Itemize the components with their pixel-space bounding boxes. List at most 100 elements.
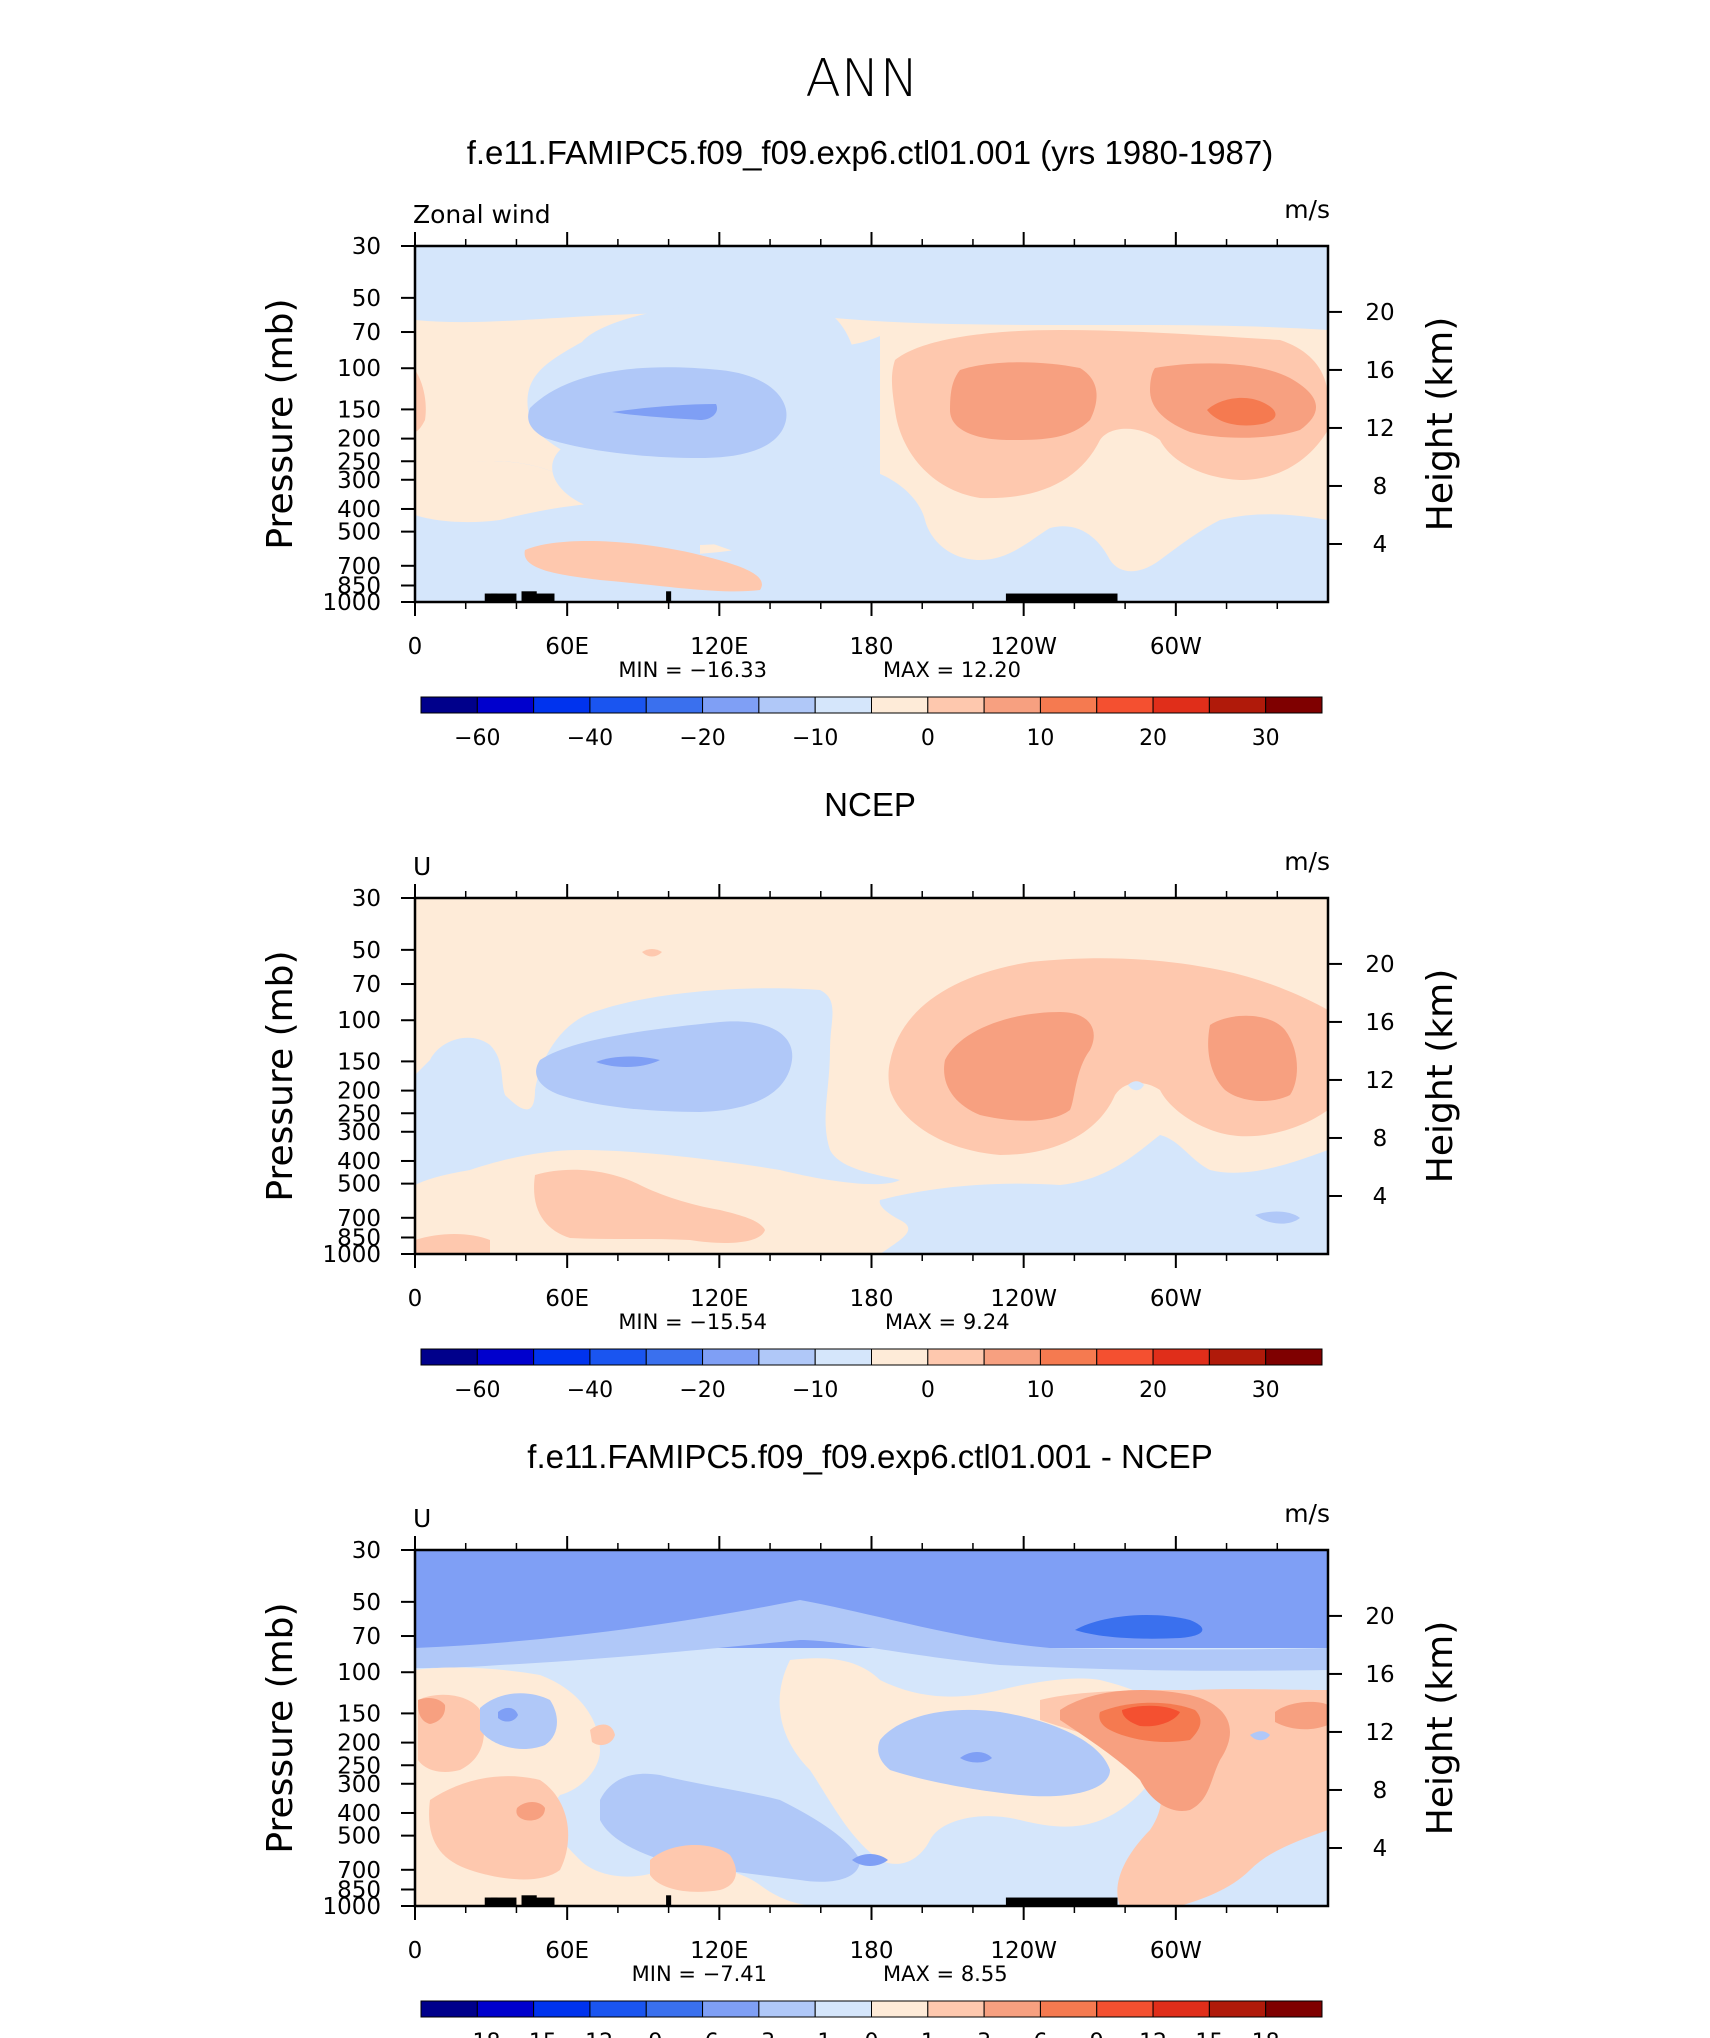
panel-3-contour-negative-1-band [415,1600,1328,1671]
y2-tick-label: 4 [1373,532,1388,558]
colorbar-swatch [871,1348,929,1366]
x-tick-label: 60W [1150,1938,1202,1964]
colorbar-label: 30 [1252,1378,1280,1403]
y-tick-label: 250 [337,1101,381,1127]
panel-2-colorbar: −60 −40 −20 −10 0 10 20 30 [420,1348,1323,1403]
y-tick-label: 300 [337,1772,381,1798]
panel-3-y2label: Height (km) [1420,1621,1461,1835]
panel-2-max-text: MAX = 9.24 [885,1310,1010,1334]
y2-tick-label: 16 [1365,1662,1394,1688]
colorbar-swatch [1208,1348,1267,1366]
y-tick-label: 700 [337,554,381,580]
colorbar-swatch [420,696,478,714]
panel-2-contour-positive-10-b [1208,1015,1297,1102]
y-tick-label: 150 [337,1049,381,1075]
y-tick-label: 70 [352,972,381,998]
y-tick-label: 250 [337,449,381,475]
y2-tick-label: 16 [1365,1010,1394,1036]
x-tick-label: 60E [545,1938,589,1964]
colorbar-swatch [476,1348,535,1366]
panel-2-contour-negative-15 [596,1056,660,1067]
panel-1-units-label: m/s [1284,195,1330,224]
y-tick-label: 700 [337,1858,381,1884]
panel-2-ylabel: Pressure (mb) [260,950,301,1201]
topography-block [666,1895,672,1906]
y-tick-label: 50 [352,1590,381,1616]
y-tick-label: 200 [337,1731,381,1757]
colorbar-swatch [476,2000,535,2018]
colorbar-label: 20 [1139,1378,1167,1403]
panel-2-contour-easterly-lower-right [879,1135,1328,1254]
panel-2-contour-negative-10 [536,1021,793,1112]
panel-2-contour-negative-10-lower-right [1255,1211,1300,1224]
panel-3-contour-positive-3-a [418,1697,446,1724]
y-tick-label: 250 [337,1753,381,1779]
topography-block [529,593,555,602]
colorbar-swatch [927,1348,985,1366]
y-tick-label: 300 [337,468,381,494]
y-tick-label: 850 [337,574,381,600]
panel-2-units-label: m/s [1284,847,1330,876]
colorbar-swatch [814,2000,872,2018]
x-tick-label: 0 [408,634,423,660]
colorbar-swatch [1039,1348,1098,1366]
x-tick-label: 0 [408,1938,423,1964]
y2-tick-label: 4 [1373,1836,1388,1862]
colorbar-swatch [589,696,647,714]
panel-1-min-text: MIN = −16.33 [618,658,767,682]
colorbar-swatch [645,1348,704,1366]
panel-2-contour-positive-5-stratosphere [642,949,662,957]
panel-2-contour-easterly-spot [1128,1081,1144,1091]
y2-tick-label: 8 [1373,474,1388,500]
panel-3-contour-negative-1-b [878,1709,1110,1797]
colorbar-label: 10 [1026,726,1054,751]
colorbar-label: −10 [792,1378,838,1403]
colorbar-swatch [1039,696,1098,714]
y2-tick-label: 12 [1365,1720,1394,1746]
colorbar-label: −20 [679,1378,725,1403]
panel-3-topography [484,1895,1118,1906]
colorbar-swatch [589,2000,647,2018]
x-tick-label: 120W [990,1938,1057,1964]
topography-block [1005,593,1118,602]
x-tick-label: 180 [850,1938,894,1964]
x-tick-label: 120E [690,634,748,660]
colorbar-label: −10 [792,726,838,751]
x-tick-label: 120E [690,1938,748,1964]
colorbar-swatch [589,1348,647,1366]
y-tick-label: 70 [352,320,381,346]
colorbar-swatch [1265,696,1323,714]
y2-tick-label: 20 [1365,300,1394,326]
panel-1: f.e11.FAMIPC5.f09_f09.exp6.ctl01.001 (yr… [260,134,1461,751]
panel-2-title: NCEP [824,786,916,823]
colorbar-swatch [1208,2000,1267,2018]
y-tick-label: 50 [352,938,381,964]
x-tick-label: 0 [408,1286,423,1312]
y-tick-label: 1000 [322,590,381,616]
panel-3-colorbar: −18 −15 −12 −9 −6 −3 −1 0 1 3 6 9 12 15 18 [420,2000,1323,2038]
colorbar-swatch [533,2000,591,2018]
colorbar-swatch [758,696,816,714]
y-tick-label: 850 [337,1878,381,1904]
panel-3-contour-negative-1-a [480,1693,557,1750]
colorbar-swatch [1096,1348,1154,1366]
colorbar-swatch [1096,696,1154,714]
colorbar-swatch [533,696,591,714]
y-tick-label: 70 [352,1624,381,1650]
colorbar-label: 1 [921,2030,935,2038]
colorbar-swatch [1096,2000,1154,2018]
y-tick-label: 150 [337,1701,381,1727]
panel-3-contour-negative-3-c [852,1854,888,1866]
panel-1-ylabel: Pressure (mb) [260,298,301,549]
y-tick-label: 30 [352,886,381,912]
topography-block [666,591,672,602]
topography-block [484,593,498,602]
colorbar-swatch [702,696,760,714]
colorbar-label: 10 [1026,1378,1054,1403]
x-tick-label: 120E [690,1286,748,1312]
colorbar-swatch [1265,2000,1323,2018]
colorbar-swatch [758,2000,816,2018]
panel-3-contour-positive-1-lower [650,1844,736,1892]
